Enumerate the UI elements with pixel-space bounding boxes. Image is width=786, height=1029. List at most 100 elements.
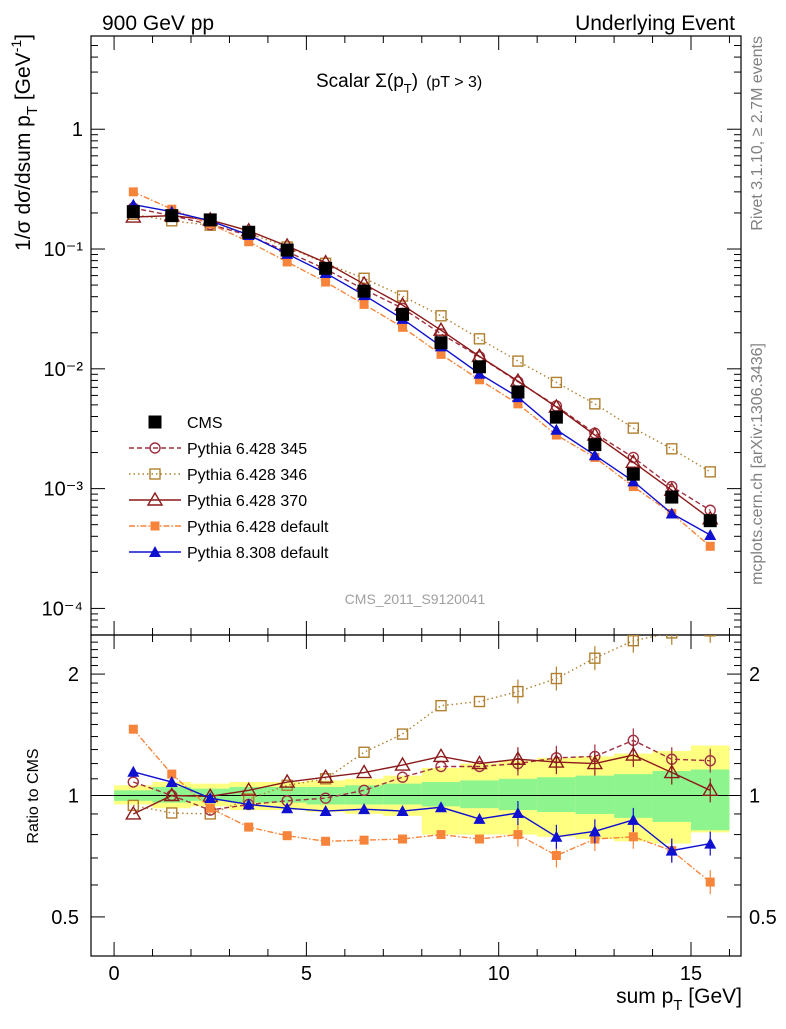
ratio-point-p370 [125,805,142,820]
ratio-line-p346 [133,635,665,815]
series-line-p370 [133,214,711,520]
series-p346 [127,208,716,478]
point-cms [549,410,563,424]
band-inner-rect [575,775,615,814]
ratio-point-p346 [473,695,486,708]
ratio-point-p6def [205,803,215,813]
ratio-point-p345 [704,754,716,767]
ratio-point-p346 [666,635,678,639]
ratio-point-p8 [358,803,371,815]
top-y-tick-label: 10⁻⁴ [42,598,83,620]
point-p8 [627,475,640,487]
ratio-point-p6def [128,724,138,734]
ratio-point-p370 [586,755,604,770]
ratio-point-p345 [127,776,140,788]
point-p346 [704,466,716,478]
series-p8 [127,198,717,541]
point-p6def [244,237,254,247]
ratio-point-p346 [358,746,370,758]
ratio-y-tick-label: 1 [68,786,79,808]
ratio-line-p6def [132,728,711,883]
legend-marker-p8 [149,546,161,557]
point-p6def [398,322,408,332]
header-right: Underlying Event [575,12,735,35]
legend-marker-p346 [149,468,161,480]
point-p6def [551,430,561,440]
x-axis-label: sum pT [GeV] [616,985,742,1014]
point-p346 [396,290,409,302]
ratio-point-p6def [474,834,484,844]
point-cms [280,243,294,257]
band-inner-rect [383,783,422,805]
ratio-point-p370 [278,773,296,788]
header-left: 900 GeV pp [102,12,214,35]
ratio-point-p346 [512,685,524,698]
legend-label-p346: Pythia 6.428 346 [187,467,307,484]
analysis-watermark: CMS_2011_S9120041 [345,591,486,607]
ratio-point-p8 [435,801,447,813]
band-inner-rect [537,777,576,813]
ratio-y-tick-label: 0.5 [51,907,79,929]
top-y-tick-label: 10⁻¹ [44,239,84,261]
point-cms [242,225,256,239]
point-cms [203,213,217,227]
point-p8 [704,529,717,541]
top-y-tick-label: 10⁻² [44,359,84,381]
x-tick-label: 15 [680,963,702,985]
legend-marker-p345 [149,442,161,454]
series-cms [126,205,717,528]
ratio-point-p346 [127,799,140,812]
ratio-line-p8 [133,771,711,852]
ratio-point-p6def [321,836,331,846]
ratio-point-p370 [702,781,719,797]
point-p6def [282,257,292,267]
point-p6def [128,187,138,197]
point-p6def [474,375,484,385]
legend-marker-cms [148,415,162,429]
series-line-p345 [133,207,711,511]
ratio-point-p370 [432,748,450,763]
ratio-y-tick-label: 2 [68,664,79,686]
point-cms [472,360,486,374]
point-cms [434,336,448,350]
legend-marker-p370 [146,491,164,506]
ratio-point-p6def [551,850,561,860]
ratio-point-p346 [627,635,640,647]
ratio-point-p346 [589,652,601,664]
ratio-point-p8 [511,806,524,818]
point-cms [626,467,640,481]
ratio-point-p370 [317,768,334,783]
point-p346 [627,422,640,434]
ratio-point-p6def [282,831,292,841]
point-cms [319,261,333,275]
ratio-point-p370 [509,750,527,765]
ratio-point-p346 [435,699,447,712]
legend-label-p370: Pythia 6.428 370 [187,493,307,510]
point-p6def [321,277,331,287]
ratio-point-p345 [358,784,370,797]
ratio-point-p8 [204,792,217,804]
point-p370 [625,453,642,468]
ratio-line-p345 [133,739,711,811]
point-p370 [432,321,450,336]
ratio-point-p6def [705,877,715,887]
point-p346 [512,355,524,367]
rivet-label: Rivet 3.1.10, ≥ 2.7M events [749,36,766,231]
ratio-y-tick-label-right: 1 [749,786,760,808]
ratio-point-p8 [588,825,601,837]
ratio-point-p8 [665,844,678,856]
ratio-point-p8 [242,798,255,810]
point-cms [396,307,410,321]
point-cms [357,284,371,298]
legend-label-p6def: Pythia 6.428 default [187,519,329,536]
top-y-tick-label: 10⁻³ [44,479,84,501]
x-tick-label: 5 [301,963,312,985]
ratio-y-axis-label: Ratio to CMS [25,748,42,843]
series-line-p8 [133,203,711,536]
ratio-point-p6def [359,835,369,845]
point-cms [703,514,717,528]
ratio-point-p370 [471,755,488,770]
point-p8 [665,507,678,519]
